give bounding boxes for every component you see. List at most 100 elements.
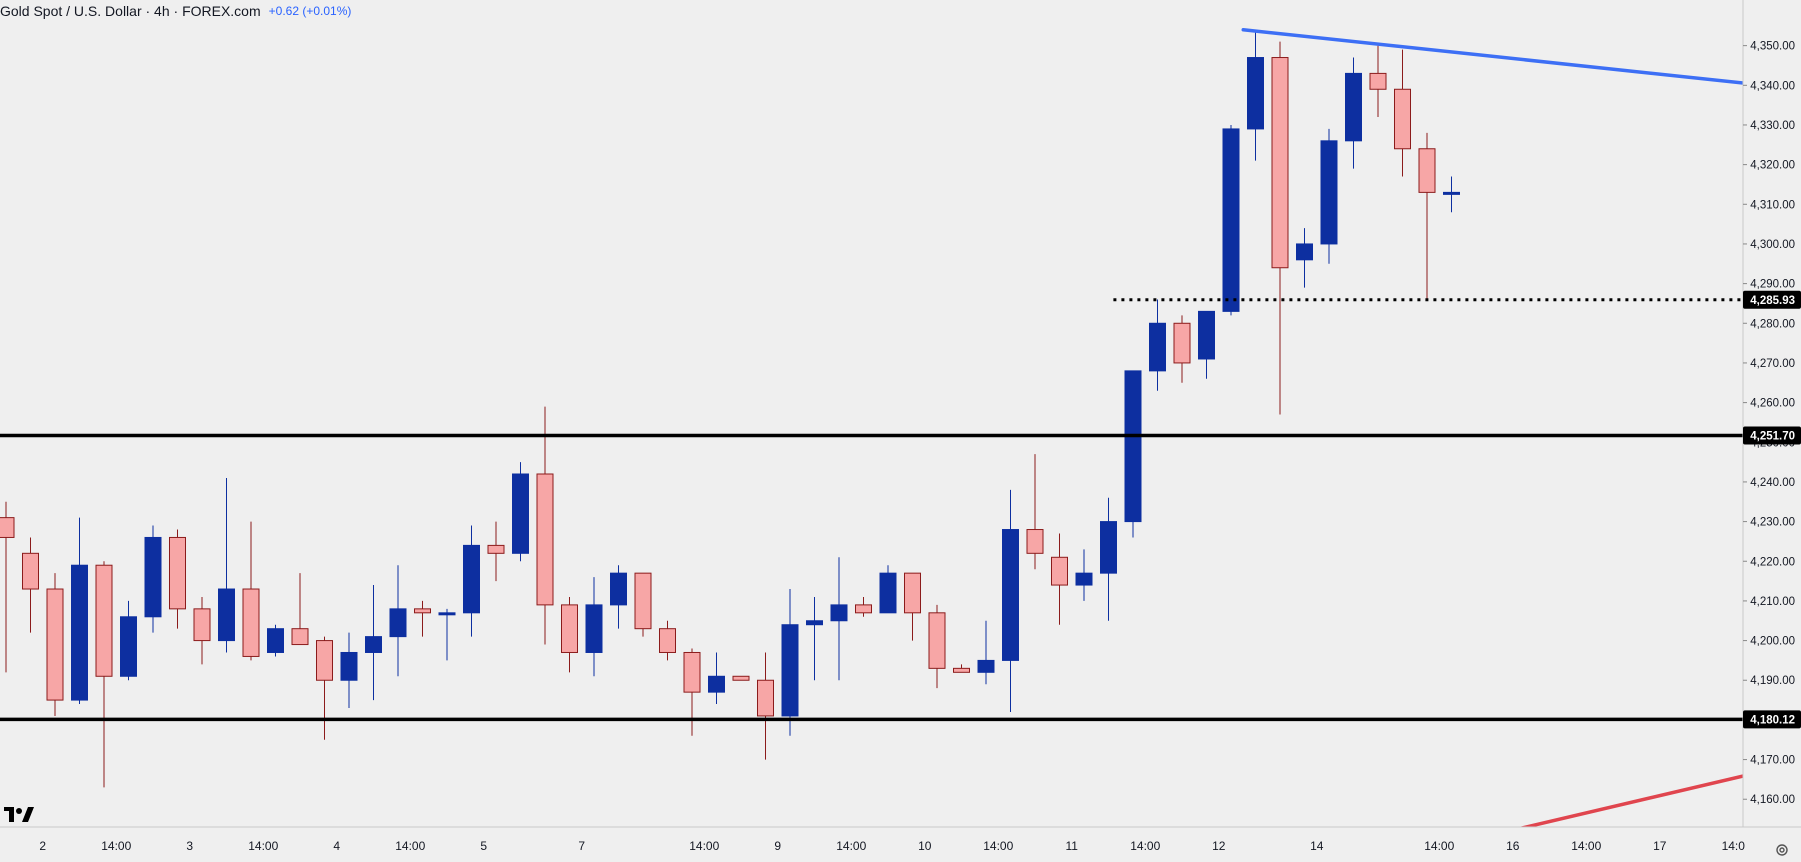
candle <box>1026 454 1044 570</box>
candle <box>732 675 750 681</box>
time-tick-label: 4 <box>333 839 340 853</box>
level-badge <box>1743 426 1801 445</box>
price-tick-label: 4,300.00 <box>1750 239 1795 251</box>
candle <box>438 608 456 661</box>
level-badge <box>1743 710 1801 729</box>
tradingview-logo-icon[interactable] <box>4 805 36 823</box>
level-badge <box>1743 290 1801 309</box>
time-tick-label: 17 <box>1653 839 1667 853</box>
candle <box>610 565 627 629</box>
time-tick-label: 5 <box>480 839 487 853</box>
price-tick-label: 4,260.00 <box>1750 398 1795 410</box>
time-tick-label: 14:00 <box>1130 839 1160 853</box>
time-tick-label: 10 <box>918 839 932 853</box>
candle <box>1418 132 1436 300</box>
time-tick-label: 14:00 <box>101 839 131 853</box>
candle <box>512 462 529 562</box>
price-tick-label: 4,240.00 <box>1750 477 1795 489</box>
time-tick-label: 14:00 <box>248 839 278 853</box>
candle <box>365 585 382 701</box>
candle <box>536 406 554 645</box>
candle <box>1051 533 1068 625</box>
resistance-trendline[interactable] <box>1241 28 1745 85</box>
candle <box>487 521 505 582</box>
price-tick-label: 4,290.00 <box>1750 279 1795 291</box>
candle <box>144 525 162 633</box>
candle <box>1320 128 1338 264</box>
candle <box>953 664 970 673</box>
price-tick-label: 4,320.00 <box>1750 160 1795 172</box>
candle <box>855 596 872 617</box>
time-tick-label: 14:00 <box>1571 839 1601 853</box>
time-tick-label: 11 <box>1066 839 1079 853</box>
candle <box>1222 124 1240 316</box>
price-tick-label: 4,170.00 <box>1750 755 1795 767</box>
candle <box>683 648 701 736</box>
candle <box>291 573 309 646</box>
price-tick-label: 4,230.00 <box>1750 517 1795 529</box>
chart-header: Gold Spot / U.S. Dollar · 4h · FOREX.com… <box>0 0 351 22</box>
price-tick-label: 4,350.00 <box>1750 41 1795 53</box>
candle <box>463 525 480 637</box>
candle <box>1198 310 1215 379</box>
level-badge-label: 4,180.12 <box>1750 714 1795 726</box>
candle <box>1369 45 1387 118</box>
price-tick-label: 4,330.00 <box>1750 120 1795 132</box>
candle <box>389 565 407 677</box>
time-tick-label: 2 <box>39 839 46 853</box>
time-tick-label: 14:00 <box>1424 839 1454 853</box>
candle <box>928 604 946 689</box>
candle <box>22 537 39 633</box>
symbol-title[interactable]: Gold Spot / U.S. Dollar · 4h · FOREX.com <box>0 3 261 19</box>
candle <box>708 652 725 705</box>
level-badge-label: 4,251.70 <box>1750 431 1795 443</box>
candle <box>585 577 603 677</box>
plot-area[interactable] <box>0 28 1746 843</box>
price-tick-label: 4,160.00 <box>1750 794 1795 806</box>
time-axis[interactable]: 2 14:00 3 14:00 4 14:00 5 7 14:00 9 14:00 10 14:00 11… <box>0 826 1801 853</box>
time-tick-label: 14:0 <box>1722 839 1746 853</box>
candle <box>46 573 64 716</box>
time-tick-label: 14:00 <box>395 839 425 853</box>
time-tick-label: 3 <box>186 839 193 853</box>
time-tick-label: 16 <box>1506 839 1520 853</box>
time-tick-label: 7 <box>578 839 585 853</box>
price-tick-label: 4,280.00 <box>1750 318 1795 330</box>
gear-icon[interactable] <box>1775 843 1789 857</box>
candle <box>1124 370 1142 538</box>
candle <box>1173 315 1191 383</box>
candle <box>879 565 897 614</box>
price-tick-label: 4,270.00 <box>1750 358 1795 370</box>
level-badge-label: 4,285.93 <box>1750 295 1795 307</box>
candle <box>1075 549 1093 601</box>
candle <box>267 624 284 657</box>
candle <box>904 572 921 641</box>
time-tick-label: 12 <box>1212 839 1226 853</box>
candle <box>830 557 848 681</box>
candle <box>1345 57 1362 169</box>
candle <box>781 589 799 736</box>
candle <box>340 632 358 709</box>
price-change: +0.62 (+0.01%) <box>268 4 352 18</box>
candle <box>316 636 333 740</box>
candle <box>120 600 137 681</box>
candle <box>1100 497 1117 621</box>
candle <box>414 600 431 637</box>
candle <box>806 596 823 681</box>
time-tick-label: 14:00 <box>983 839 1013 853</box>
candle <box>634 572 652 637</box>
time-tick-label: 9 <box>774 839 781 853</box>
price-tick-label: 4,190.00 <box>1750 675 1795 687</box>
price-tick-label: 4,310.00 <box>1750 199 1795 211</box>
candle <box>71 517 88 705</box>
candle <box>757 652 774 760</box>
candle <box>1247 29 1264 161</box>
support-trendline[interactable] <box>1459 774 1746 842</box>
candle <box>193 596 211 665</box>
candle <box>977 620 995 685</box>
candle <box>95 561 113 788</box>
price-axis[interactable]: 4,160.004,170.004,180.004,190.004,200.00… <box>1742 0 1801 827</box>
candle <box>1271 41 1289 415</box>
